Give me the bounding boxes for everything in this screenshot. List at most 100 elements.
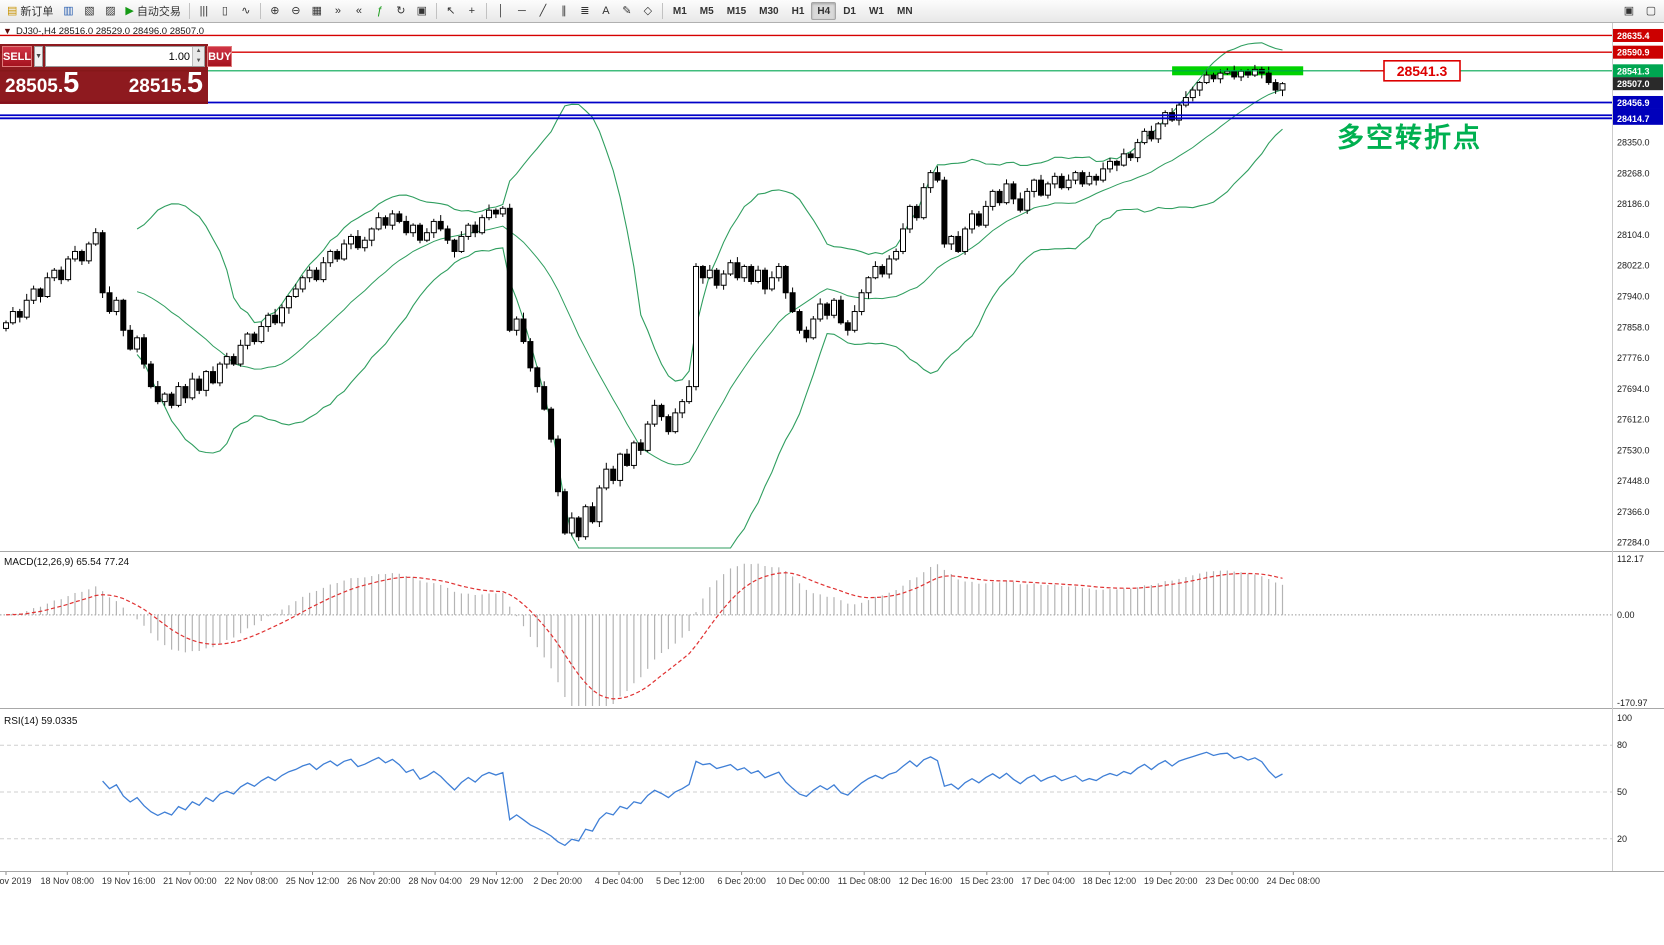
svg-text:24 Dec 08:00: 24 Dec 08:00 [1267,876,1321,886]
svg-text:10 Dec 00:00: 10 Dec 00:00 [776,876,830,886]
line-chart-button[interactable]: ∿ [236,2,256,20]
svg-text:27612.0: 27612.0 [1617,415,1650,425]
tab-timeframe-h1[interactable]: H1 [786,2,811,20]
buy-button[interactable]: BUY [207,46,233,67]
label-tool-button[interactable]: ✎ [617,2,637,20]
svg-text:27284.0: 27284.0 [1617,538,1650,548]
svg-text:21 Nov 00:00: 21 Nov 00:00 [163,876,217,886]
indicators-icon: ƒ [376,4,383,17]
autotrading-play-icon: ▶ [125,4,134,17]
tab-timeframe-w1[interactable]: W1 [863,2,890,20]
zoom-in-button[interactable]: ⊕ [265,2,285,20]
volume-decrease-button[interactable]: ▼ [192,56,205,66]
chart-annotation-text: 多空转折点 [1337,123,1482,153]
vertical-line-tool-button[interactable]: │ [491,2,511,20]
svg-text:28022.0: 28022.0 [1617,261,1650,271]
volume-input[interactable] [46,47,193,66]
label-tool-icon: ✎ [622,4,632,17]
bar-chart-icon: ||| [199,4,209,17]
tab-timeframe-d1[interactable]: D1 [837,2,862,20]
chart-symbol-info: DJ30-,H4 28516.0 28529.0 28496.0 28507.0 [16,26,205,37]
svg-text:11 Dec 08:00: 11 Dec 08:00 [838,876,891,886]
svg-text:RSI(14) 59.0335: RSI(14) 59.0335 [4,716,78,727]
svg-text:19 Dec 20:00: 19 Dec 20:00 [1144,876,1198,886]
svg-text:28186.0: 28186.0 [1617,199,1650,209]
volume-increase-button[interactable]: ▲ [192,47,205,57]
bar-chart-button[interactable]: ||| [194,2,214,20]
svg-text:28 Nov 04:00: 28 Nov 04:00 [408,876,462,886]
svg-text:28268.0: 28268.0 [1617,168,1650,178]
tab-timeframe-m15[interactable]: M15 [721,2,752,20]
horizontal-line-tool-button[interactable]: ─ [512,2,532,20]
toolbar: ▤ 新订单 ▥ ▧ ▨ ▶ 自动交易 ||| ▯ ∿ ⊕ ⊖ ▦ » « ƒ ↻… [0,0,1664,23]
autotrading-button[interactable]: ▶ 自动交易 [121,2,184,20]
svg-text:23 Dec 00:00: 23 Dec 00:00 [1205,876,1259,886]
one-click-panel-toggle[interactable]: ▼ [3,26,12,36]
candlestick-chart-icon: ▯ [221,4,228,17]
new-chart-window-button[interactable]: ▢ [1641,2,1661,20]
terminal-button[interactable]: ▨ [100,2,120,20]
zoom-out-icon: ⊖ [291,4,301,17]
sell-price: 28505.5 [5,67,80,99]
svg-text:12 Dec 16:00: 12 Dec 16:00 [899,876,953,886]
terminal-icon: ▨ [105,4,116,17]
templates-button[interactable]: ▣ [412,2,432,20]
svg-text:4 Dec 04:00: 4 Dec 04:00 [595,876,644,886]
svg-text:5 Dec 12:00: 5 Dec 12:00 [656,876,705,886]
toolbar-separator [485,3,487,19]
auto-scroll-button[interactable]: » [328,2,348,20]
chart-shift-icon: « [355,4,362,17]
tab-timeframe-m1[interactable]: M1 [667,2,693,20]
cursor-tool-button[interactable]: ↖ [441,2,461,20]
text-tool-button[interactable]: A [596,2,616,20]
cursor-icon: ↖ [446,4,456,17]
candlestick-chart-button[interactable]: ▯ [215,2,235,20]
svg-text:112.17: 112.17 [1617,554,1644,564]
main-chart-canvas[interactable]: 28541.3 28350.0 28268.0 28186.0 28104.0 28022… [0,22,1664,945]
shapes-tool-button[interactable]: ◇ [638,2,658,20]
window-restore-button[interactable]: ▣ [1619,2,1639,20]
time-scale[interactable] [0,872,1612,892]
svg-text:29 Nov 12:00: 29 Nov 12:00 [470,876,524,886]
fibonacci-tool-button[interactable]: ≣ [575,2,595,20]
svg-text:26 Nov 20:00: 26 Nov 20:00 [347,876,401,886]
svg-text:28507.0: 28507.0 [1617,79,1650,89]
svg-text:2 Dec 20:00: 2 Dec 20:00 [533,876,582,886]
svg-text:18 Dec 12:00: 18 Dec 12:00 [1083,876,1137,886]
navigator-button[interactable]: ▧ [79,2,99,20]
svg-text:19 Nov 16:00: 19 Nov 16:00 [102,876,156,886]
fibonacci-icon: ≣ [580,4,590,17]
sell-button[interactable]: SELL [2,46,33,67]
toolbar-separator [188,3,190,19]
svg-text:6 Dec 20:00: 6 Dec 20:00 [717,876,766,886]
periods-button[interactable]: ↻ [391,2,411,20]
price-scale[interactable] [1613,22,1664,872]
volume-dropdown[interactable]: ▼ [34,46,44,67]
svg-text:28104.0: 28104.0 [1617,230,1650,240]
svg-text:20: 20 [1617,834,1627,844]
chart-shift-button[interactable]: « [349,2,369,20]
tile-windows-button[interactable]: ▦ [307,2,327,20]
templates-icon: ▣ [416,4,428,17]
svg-text:27858.0: 27858.0 [1617,322,1650,332]
window-restore-icon: ▣ [1623,4,1635,17]
tab-timeframe-m5[interactable]: M5 [694,2,720,20]
tab-timeframe-m30[interactable]: M30 [753,2,784,20]
market-watch-button[interactable]: ▥ [58,2,78,20]
indicators-button[interactable]: ƒ [370,2,390,20]
svg-text:27940.0: 27940.0 [1617,292,1650,302]
tab-timeframe-h4[interactable]: H4 [811,2,837,20]
svg-text:28350.0: 28350.0 [1617,138,1650,148]
zoom-out-button[interactable]: ⊖ [286,2,306,20]
tab-timeframe-mn[interactable]: MN [891,2,919,20]
new-order-button[interactable]: ▤ 新订单 [3,2,57,20]
buy-price: 28515.5 [128,67,203,99]
volume-field-wrap: ▲ ▼ [45,46,206,67]
trendline-tool-button[interactable]: ╱ [533,2,553,20]
svg-text:28635.4: 28635.4 [1617,31,1650,41]
channel-tool-button[interactable]: ∥ [554,2,574,20]
svg-text:27776.0: 27776.0 [1617,353,1650,363]
toolbar-separator [661,3,663,19]
crosshair-tool-button[interactable]: + [462,2,482,20]
